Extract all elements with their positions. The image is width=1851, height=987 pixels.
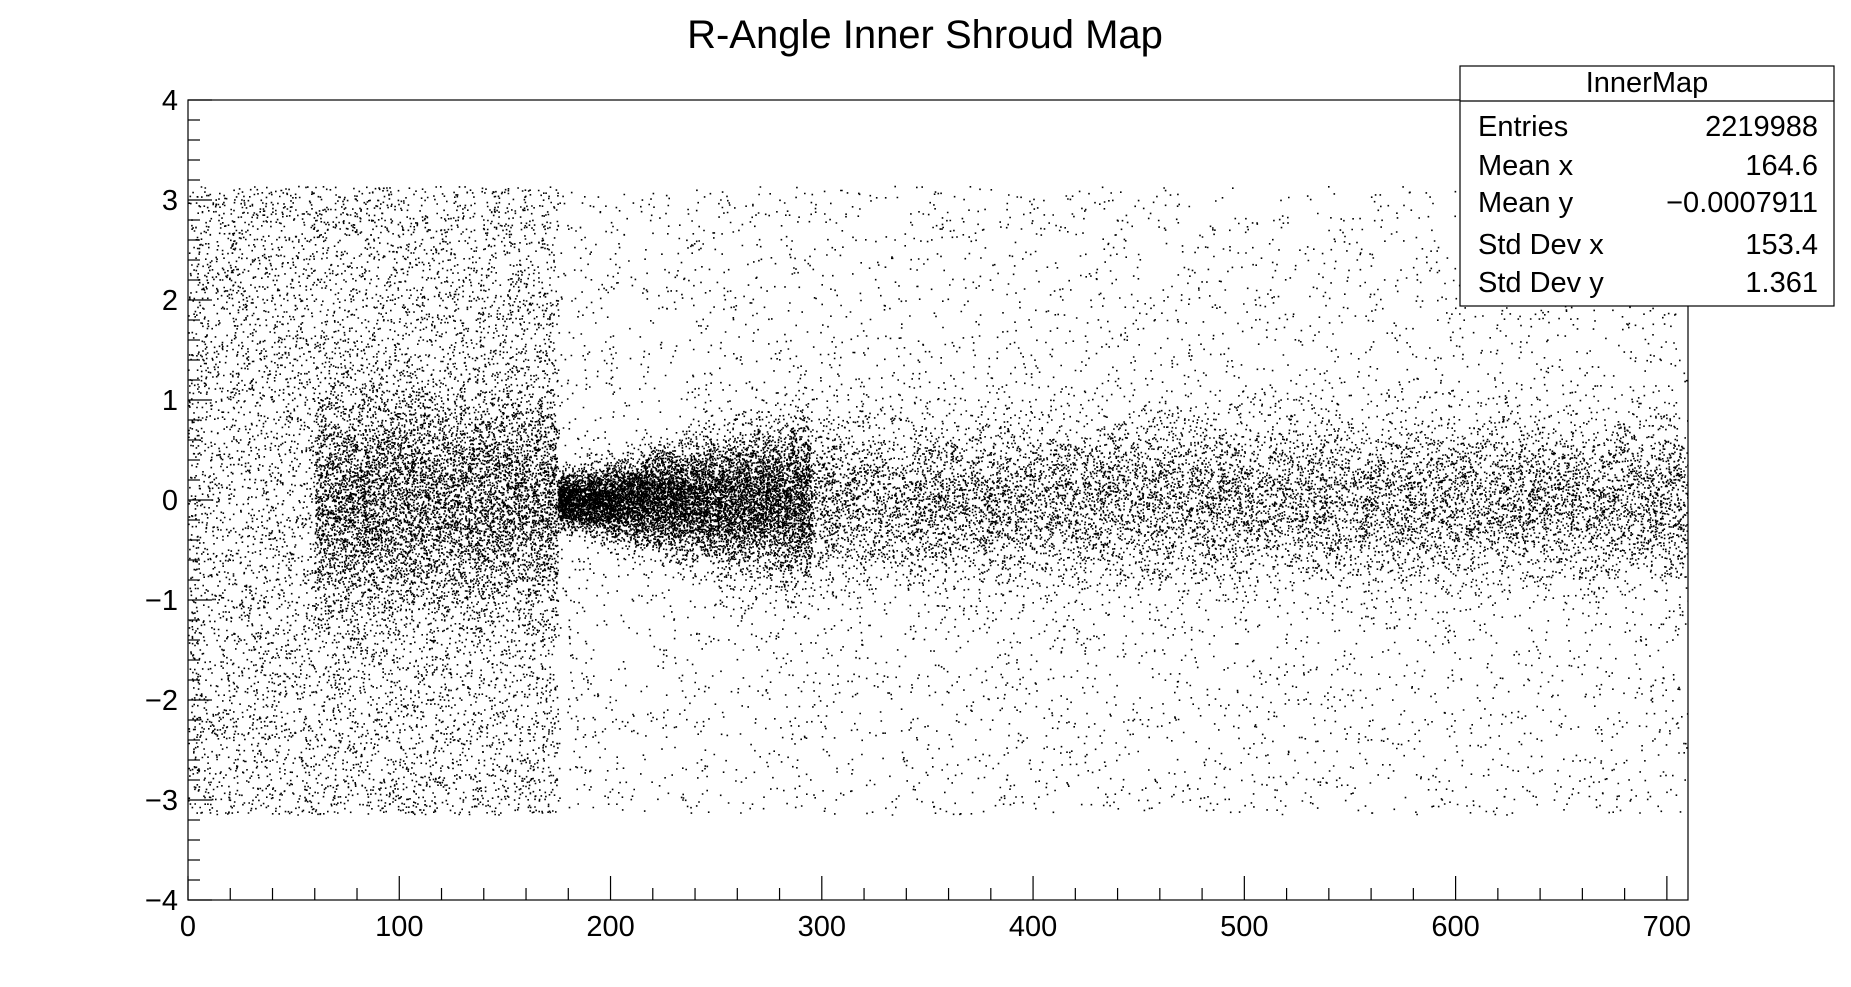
x-tick-label: 200	[586, 911, 634, 943]
stats-label-entries: Entries	[1478, 111, 1568, 143]
y-tick-label: −4	[145, 885, 178, 917]
stats-value-std-dev-x: 153.4	[1745, 229, 1818, 261]
y-tick-label: −1	[145, 585, 178, 617]
stats-value-std-dev-y: 1.361	[1745, 267, 1818, 299]
stats-label-std-dev-y: Std Dev y	[1478, 267, 1604, 299]
x-tick-label: 0	[180, 911, 196, 943]
y-tick-label: 0	[162, 485, 178, 517]
stats-box-title: InnerMap	[1586, 67, 1709, 99]
x-tick-label: 400	[1009, 911, 1057, 943]
stats-label-mean-y: Mean y	[1478, 187, 1574, 219]
y-tick-label: −2	[145, 685, 178, 717]
chart-title: R-Angle Inner Shroud Map	[687, 13, 1163, 57]
x-tick-label: 300	[798, 911, 846, 943]
y-tick-label: 4	[162, 85, 178, 117]
y-tick-label: 3	[162, 185, 178, 217]
y-tick-label: −3	[145, 785, 178, 817]
y-axis: −4 −3 −2 −1 0 1 2 3 4	[145, 85, 212, 917]
stats-value-mean-y: −0.0007911	[1666, 187, 1818, 219]
x-tick-label: 700	[1643, 911, 1691, 943]
stats-label-std-dev-x: Std Dev x	[1478, 229, 1604, 261]
y-tick-label: 1	[162, 385, 178, 417]
stats-value-entries: 2219988	[1705, 111, 1818, 143]
x-tick-label: 100	[375, 911, 423, 943]
stats-box: InnerMap Entries 2219988 Mean x 164.6 Me…	[1460, 66, 1834, 306]
x-tick-label: 500	[1220, 911, 1268, 943]
y-tick-label: 2	[162, 285, 178, 317]
x-tick-label: 600	[1431, 911, 1479, 943]
stats-label-mean-x: Mean x	[1478, 150, 1574, 182]
stats-value-mean-x: 164.6	[1745, 150, 1818, 182]
x-axis: 0 100 200 300 400 500 600 700	[180, 876, 1691, 943]
